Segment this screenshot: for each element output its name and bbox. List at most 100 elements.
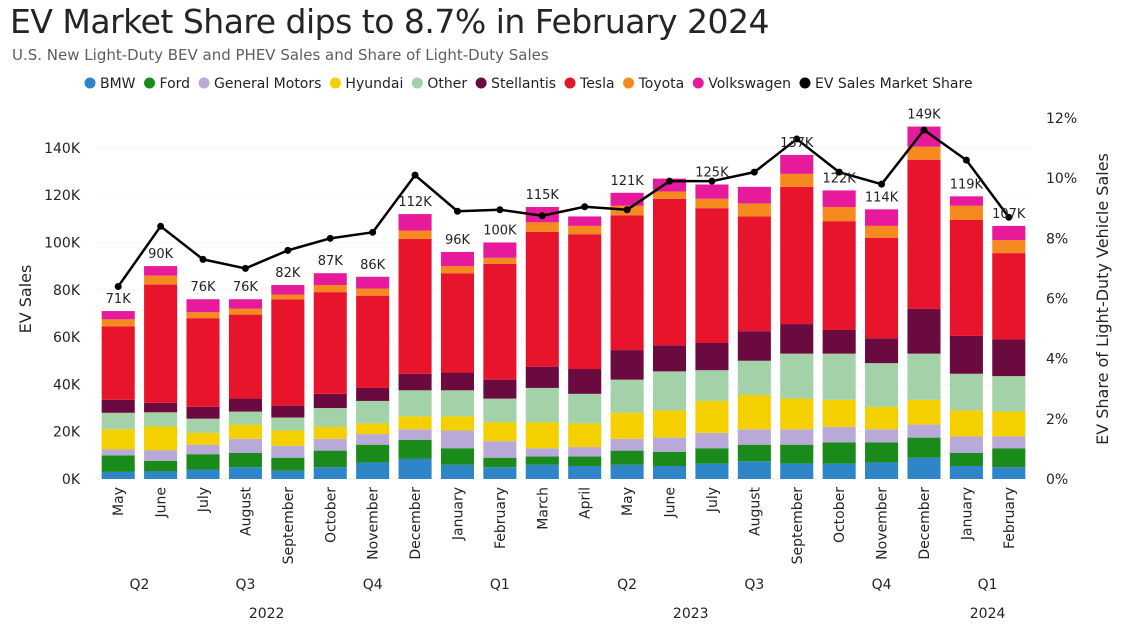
legend-item[interactable]: General Motors [198, 76, 322, 92]
market-share-point [1005, 213, 1013, 221]
bar-segment-tesla [610, 215, 644, 351]
bar-segment-hyundai [907, 399, 941, 425]
bar-segment-general-motors [907, 424, 941, 438]
bar-segment-toyota [780, 173, 814, 187]
bar-segment-other [101, 412, 135, 430]
x-tick-label: August [238, 486, 254, 536]
market-share-point [411, 171, 419, 179]
legend-label: BMW [100, 76, 136, 92]
bar-segment-bmw [695, 463, 729, 479]
x-axis: May June July August September October Novembe… [111, 486, 1018, 622]
bar-segment-ford [568, 456, 602, 466]
bar-segment-toyota [865, 225, 899, 238]
bar-segment-stellantis [865, 338, 899, 364]
legend: BMW Ford General Motors Hyundai Other Stellan… [84, 76, 973, 92]
legend-item[interactable]: Hyundai [329, 76, 403, 92]
legend-item[interactable]: EV Sales Market Share [799, 76, 973, 92]
bar-segment-tesla [440, 273, 475, 373]
bar-segment-ford [101, 455, 135, 472]
bar-segment-volkswagen [780, 154, 814, 174]
bar-segment-tesla [907, 159, 941, 309]
bar-segment-ford [949, 452, 983, 466]
market-share-point [157, 222, 165, 230]
bar-segment-ford [652, 451, 687, 466]
bar-segment-other [313, 408, 347, 427]
bar-segment-general-motors [186, 444, 220, 455]
legend-item[interactable]: Other [411, 76, 467, 92]
bar-segment-volkswagen [144, 266, 178, 276]
x-tick-label: July [705, 487, 721, 513]
y-axis-right: 0% 2% 4% 6% 8% 10% 12% [1046, 111, 1077, 488]
bar-segment-toyota [228, 308, 262, 315]
y2-tick-label: 4% [1046, 352, 1068, 368]
bar-segment-toyota [992, 240, 1026, 254]
total-label: 76K [233, 280, 259, 295]
bar-segment-stellantis [101, 399, 135, 413]
bar-segment-hyundai [186, 432, 220, 445]
total-labels: 71K 90K 76K 76K 82K 87K 86K 112K 96K 100K 115K 121K… [106, 108, 1026, 307]
legend-item[interactable]: Stellantis [475, 76, 556, 92]
market-share-point [835, 168, 843, 176]
bar-segment-tesla [822, 221, 856, 330]
bar-segment-hyundai [610, 412, 644, 439]
bar-segment-hyundai [525, 422, 559, 449]
bar-segment-tesla [865, 237, 899, 339]
legend-item[interactable]: Toyota [623, 76, 684, 92]
legend-item[interactable]: Volkswagen [692, 76, 791, 92]
bar-segment-other [907, 353, 941, 400]
bar-segment-ford [822, 442, 856, 464]
bar-segment-other [737, 360, 771, 396]
bar-segment-stellantis [271, 405, 305, 418]
bar-segment-tesla [356, 295, 390, 388]
y-axis-title: EV Sales [16, 265, 35, 334]
y-tick-label: 20K [53, 425, 81, 441]
bar-segment-volkswagen [440, 251, 475, 267]
bar-segment-general-motors [144, 450, 178, 461]
legend-label: EV Sales Market Share [815, 76, 973, 92]
legend-label: General Motors [214, 76, 321, 92]
market-share-point [538, 212, 546, 220]
market-share-point [708, 177, 716, 185]
total-label: 107K [992, 207, 1026, 222]
market-share-point [962, 156, 970, 164]
year-label: 2022 [249, 606, 285, 622]
bar-segment-general-motors [483, 441, 517, 458]
legend-swatch [799, 77, 811, 89]
bar-segment-volkswagen [992, 225, 1026, 241]
y-tick-label: 40K [53, 377, 81, 393]
bar-segment-general-motors [695, 432, 729, 449]
bar-segment-volkswagen [695, 184, 729, 199]
bar-segment-other [780, 353, 814, 399]
quarter-label: Q2 [129, 577, 149, 593]
x-tick-label: December [917, 487, 933, 560]
bar-segment-volkswagen [101, 311, 135, 320]
legend-swatch [198, 77, 210, 89]
quarter-label: Q2 [617, 577, 637, 593]
bar-segment-tesla [568, 234, 602, 370]
bar-segment-ford [144, 460, 178, 472]
x-tick-label: September [281, 487, 297, 565]
bar-segment-general-motors [271, 445, 305, 458]
legend-item[interactable]: Tesla [564, 76, 615, 92]
x-tick-label: July [196, 487, 212, 513]
market-share-point [369, 228, 377, 236]
x-tick-label: April [578, 487, 594, 519]
bar-segment-other [865, 363, 899, 407]
bar-segment-hyundai [313, 426, 347, 439]
legend-item[interactable]: BMW [84, 76, 136, 92]
bar-segment-tesla [271, 299, 305, 406]
market-share-point [878, 180, 886, 188]
year-label: 2024 [970, 606, 1006, 622]
x-tick-label: February [493, 487, 509, 549]
x-tick-label: October [323, 487, 339, 543]
bar-segment-stellantis [949, 335, 983, 374]
bar-segment-bmw [186, 469, 220, 479]
total-label: 100K [483, 223, 517, 238]
legend-item[interactable]: Ford [144, 76, 190, 92]
bar-segment-ford [525, 456, 559, 465]
bar-segment-hyundai [144, 426, 178, 451]
bar-segment-general-motors [356, 434, 390, 445]
market-share-point [920, 126, 928, 134]
legend-swatch [623, 77, 635, 89]
legend-label: Toyota [638, 76, 685, 92]
